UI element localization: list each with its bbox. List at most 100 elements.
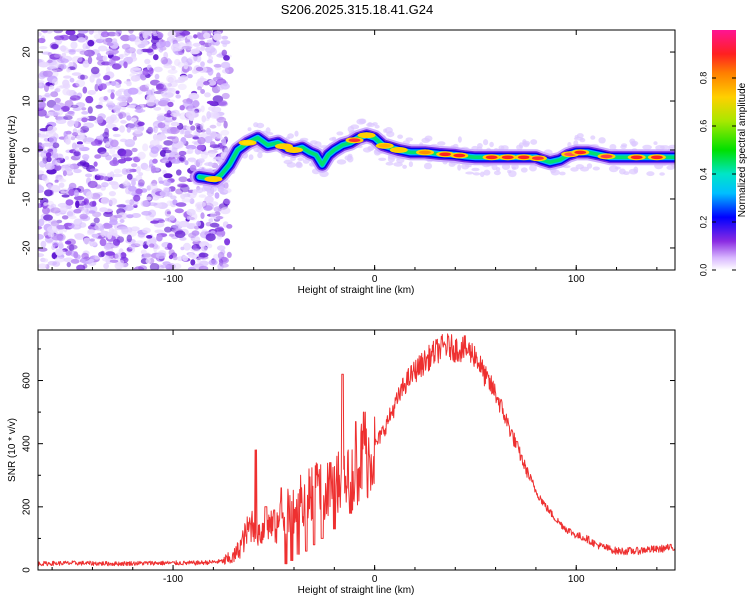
- noise-blob: [207, 67, 214, 76]
- noise-blob: [74, 233, 84, 239]
- noise-blob: [137, 151, 146, 160]
- noise-blob: [62, 83, 71, 89]
- noise-blob: [123, 61, 128, 69]
- x-tick-label: -100: [163, 274, 183, 285]
- halo-blob: [314, 141, 322, 148]
- halo-blob: [642, 144, 652, 150]
- noise-blob: [181, 45, 192, 50]
- halo-blob: [479, 171, 485, 178]
- noise-blob: [100, 31, 110, 38]
- noise-blob: [60, 63, 67, 70]
- noise-blob: [38, 145, 43, 153]
- noise-blob: [146, 202, 158, 207]
- noise-blob: [88, 210, 96, 214]
- noise-blob: [200, 212, 205, 220]
- halo-blob: [465, 171, 474, 175]
- noise-blob: [55, 248, 63, 256]
- noise-blob: [110, 81, 117, 87]
- noise-blob: [143, 252, 152, 261]
- noise-blob: [91, 233, 99, 238]
- noise-blob: [126, 115, 132, 121]
- noise-blob: [170, 158, 182, 164]
- noise-blob: [217, 100, 228, 106]
- noise-blob: [195, 46, 202, 51]
- halo-blob: [529, 164, 537, 172]
- noise-blob: [123, 157, 133, 162]
- noise-blob: [174, 208, 184, 214]
- noise-blob: [215, 231, 224, 236]
- noise-blob: [159, 190, 170, 197]
- halo-blob: [297, 157, 305, 162]
- noise-blob: [44, 84, 49, 93]
- noise-blob: [164, 209, 172, 217]
- spectrogram-x-ticks: -100 0 100: [51, 30, 658, 285]
- y-tick-label: 20: [22, 46, 33, 58]
- noise-blob: [106, 100, 114, 106]
- noise-blob: [140, 162, 149, 170]
- noise-blob: [111, 38, 118, 44]
- noise-blob: [117, 226, 129, 230]
- noise-blob: [221, 35, 229, 40]
- noise-blob: [151, 30, 157, 34]
- noise-blob: [188, 252, 194, 258]
- halo-blob: [609, 144, 617, 150]
- noise-blob: [112, 238, 121, 246]
- halo-blob: [362, 147, 372, 153]
- noise-blob: [62, 170, 67, 177]
- noise-blob: [54, 256, 66, 263]
- noise-blob: [68, 34, 79, 41]
- noise-blob: [209, 110, 219, 118]
- noise-blob: [89, 168, 99, 172]
- noise-blob: [87, 180, 98, 189]
- noise-blob: [198, 194, 207, 198]
- halo-blob: [393, 162, 403, 167]
- noise-blob: [48, 136, 58, 144]
- noise-blob: [90, 255, 95, 260]
- noise-blob: [177, 83, 187, 91]
- noise-blob: [50, 91, 59, 98]
- noise-blob: [85, 173, 93, 178]
- halo-blob: [448, 161, 456, 167]
- noise-blob: [96, 116, 104, 124]
- noise-blob: [141, 253, 146, 260]
- noise-blob: [125, 47, 136, 54]
- snr-y-ticks: 0 200 400 600: [22, 348, 675, 573]
- colorbar: 0.0 0.2 0.4 0.6 0.8 Normalized spectral ampl…: [698, 30, 748, 276]
- noise-blob: [214, 227, 225, 232]
- noise-blob: [90, 193, 101, 200]
- noise-blob: [163, 173, 173, 179]
- halo-blob: [256, 122, 265, 129]
- halo-blob: [623, 171, 630, 176]
- noise-blob: [162, 169, 167, 175]
- noise-blob: [185, 125, 191, 130]
- noise-blob: [81, 207, 87, 214]
- noise-blob: [160, 56, 168, 65]
- noise-blob: [186, 216, 191, 220]
- noise-blob: [64, 156, 69, 160]
- noise-blob: [73, 168, 82, 174]
- noise-blob: [183, 242, 191, 251]
- noise-blob: [201, 115, 207, 123]
- noise-blob: [103, 263, 109, 269]
- noise-blob: [155, 41, 165, 49]
- noise-blob: [117, 101, 128, 107]
- noise-blob: [166, 200, 173, 206]
- noise-blob: [83, 237, 91, 245]
- noise-blob: [63, 75, 72, 79]
- noise-blob: [178, 184, 189, 188]
- noise-blob: [77, 56, 83, 63]
- noise-blob: [84, 204, 92, 209]
- noise-blob: [213, 253, 220, 261]
- halo-blob: [559, 171, 566, 176]
- noise-blob: [38, 233, 44, 240]
- noise-blob: [157, 219, 166, 223]
- noise-blob: [208, 259, 218, 266]
- noise-blob: [205, 222, 212, 227]
- noise-blob: [94, 223, 105, 231]
- noise-blob: [188, 92, 200, 100]
- noise-blob: [179, 157, 185, 162]
- noise-blob: [180, 193, 186, 200]
- ridge-hotspot-core: [419, 150, 431, 155]
- halo-blob: [570, 167, 579, 172]
- x-tick-label: -100: [163, 574, 183, 585]
